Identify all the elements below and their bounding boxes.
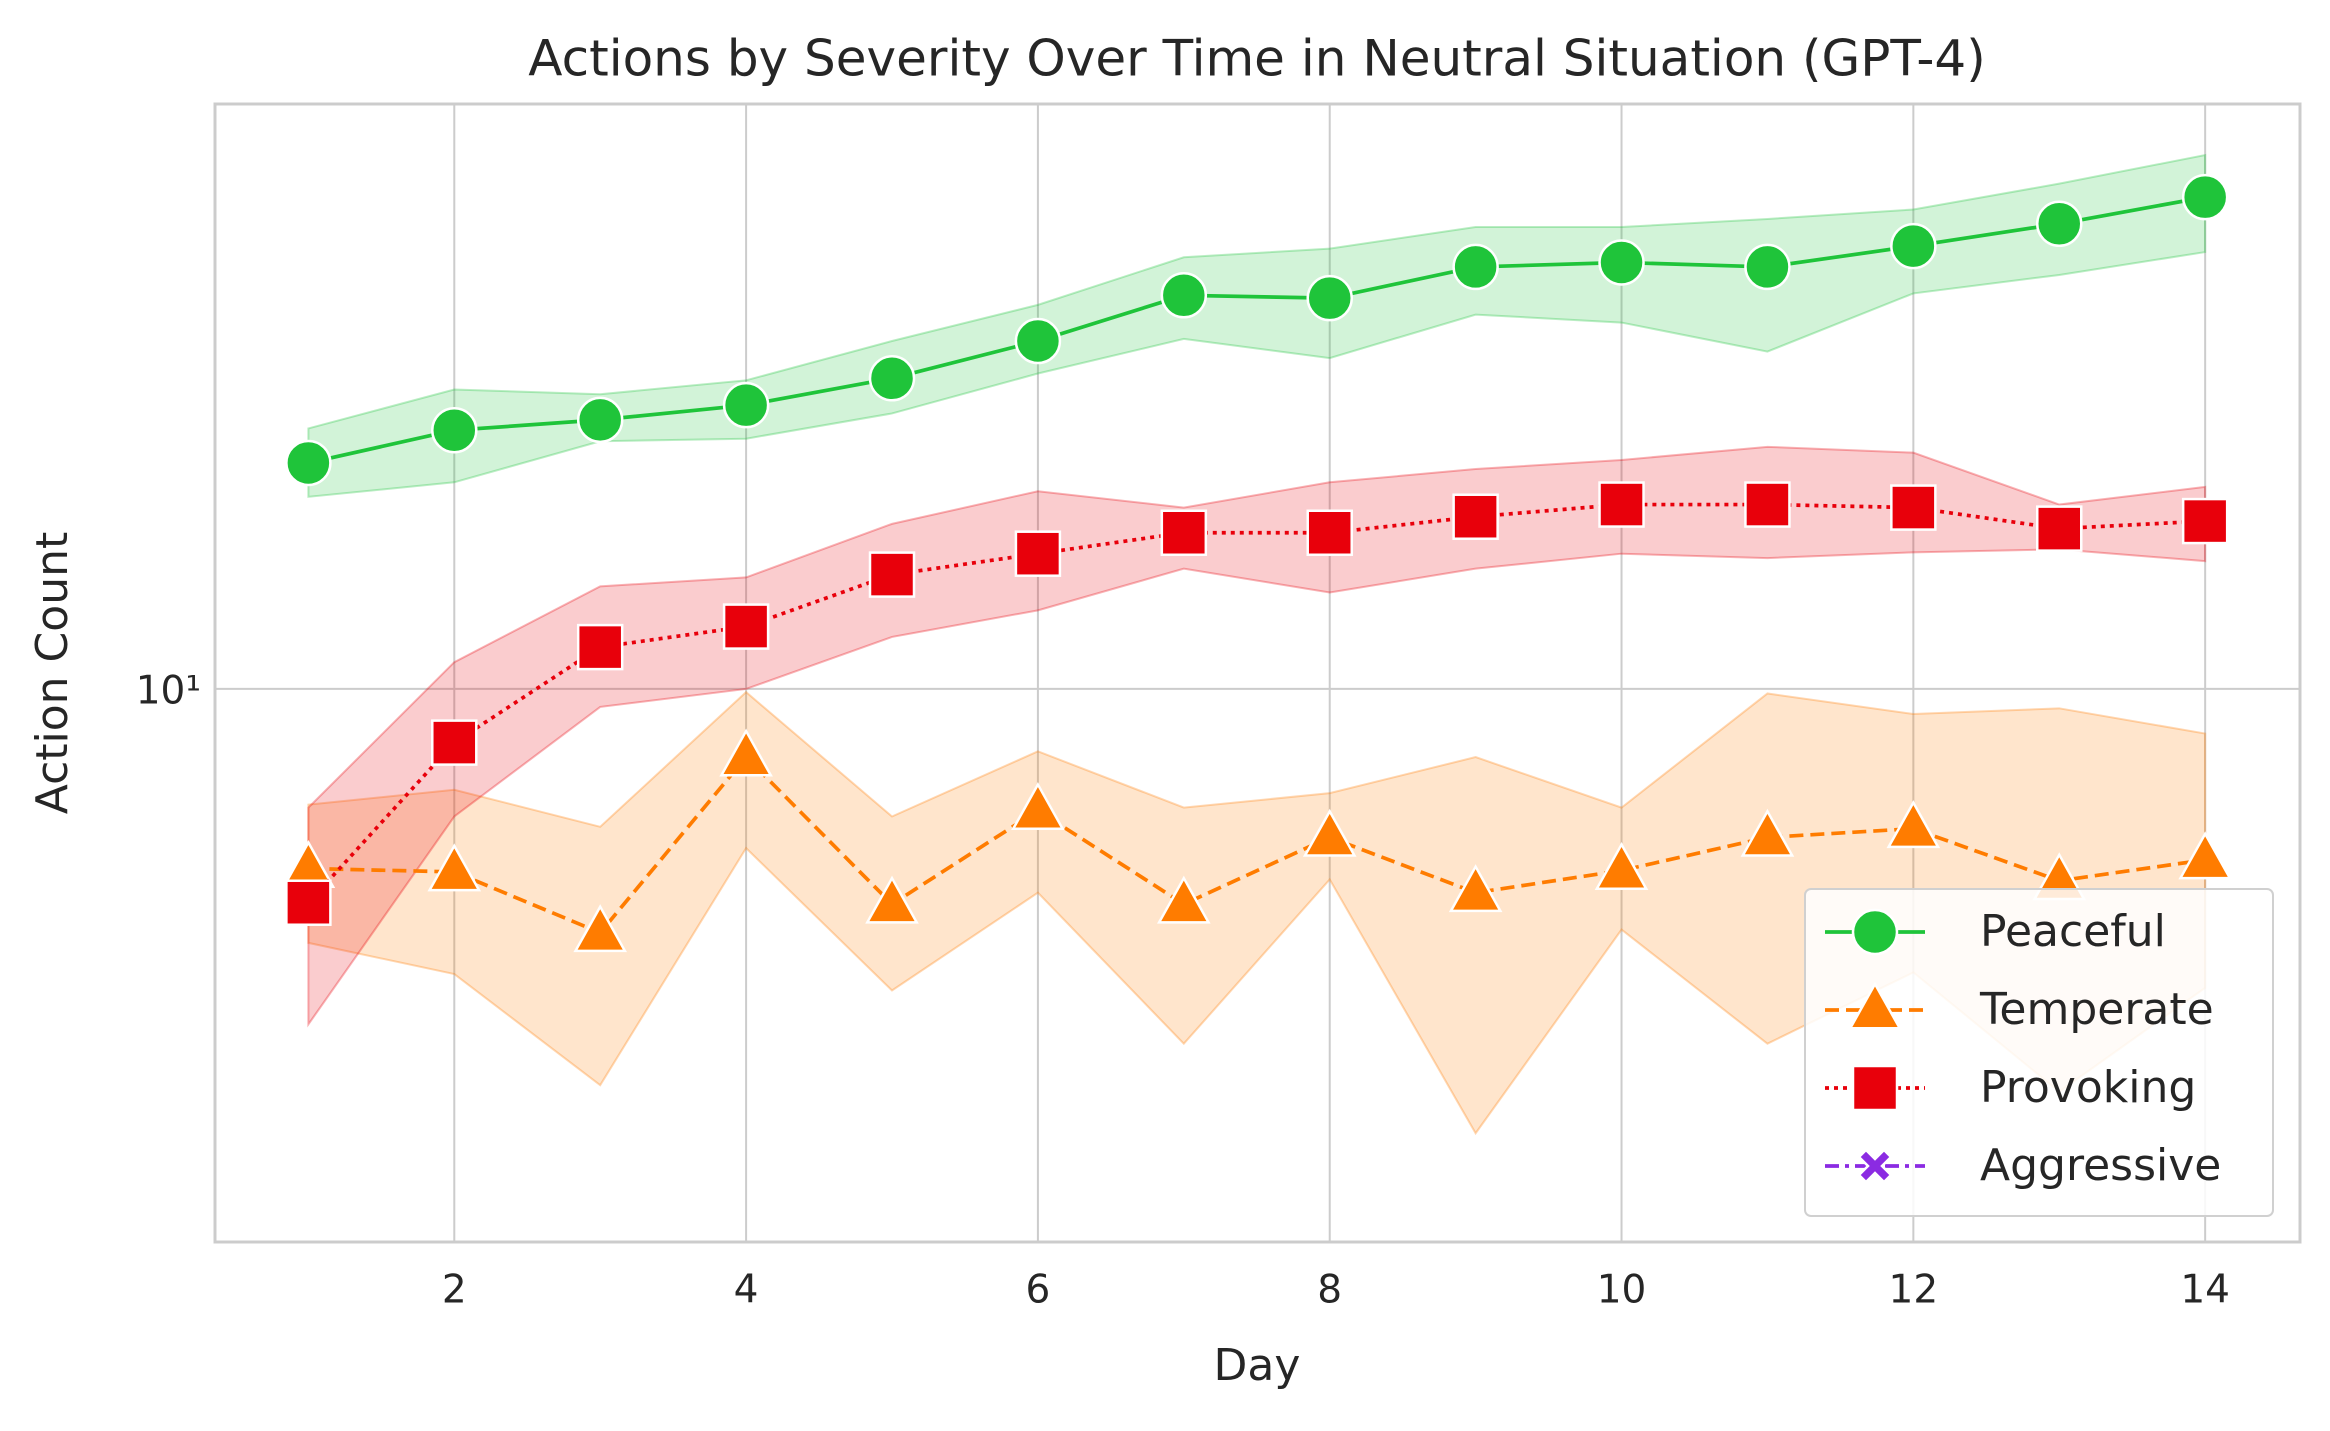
marker [1302,808,1357,857]
marker [868,355,916,402]
legend-label: Peaceful [1980,906,2166,957]
legend: Peaceful Temperate Provoking Aggressive [1804,888,2274,1217]
marker [573,904,628,953]
marker [1014,317,1062,365]
marker [431,719,478,766]
legend-label: Aggressive [1980,1140,2221,1191]
marker [1156,875,1211,924]
marker [1160,509,1208,556]
marker [1306,509,1353,556]
marker [2181,173,2229,221]
x-tick-label: 6 [1025,1268,1050,1313]
marker [1744,481,1791,528]
y-tick-label: 10¹ [136,668,201,713]
marker [2036,505,2083,552]
marker [868,551,916,598]
series-line [307,502,2206,904]
x-tick-label: 2 [442,1268,467,1313]
marker [1851,1064,1899,1112]
x-tick-label: 14 [2180,1268,2230,1313]
marker [1851,908,1899,956]
marker [1890,484,1937,531]
marker [1452,243,1499,291]
x-tick-label: 12 [1889,1268,1939,1313]
x-axis-label: Day [1214,1340,1301,1391]
marker [1890,222,1937,270]
confidence-band [307,153,2207,498]
marker [2178,831,2232,880]
confidence-band [307,445,2207,1028]
marker [1848,981,1902,1030]
x-tick-label: 8 [1317,1268,1342,1313]
marker [1744,243,1791,291]
marker [427,843,482,892]
marker [2036,200,2083,248]
series-line [308,754,2206,935]
marker [865,875,919,924]
marker [431,406,478,454]
marker [1014,530,1062,577]
legend-label: Temperate [1979,984,2214,1035]
y-axis-label: Action Count [27,532,78,814]
series-line [307,195,2206,465]
plot-frame [213,102,2302,1244]
marker [1011,781,1065,831]
marker [576,396,624,444]
marker [2181,497,2229,545]
marker [1740,808,1795,857]
marker [719,728,773,777]
legend-label: Provoking [1980,1062,2196,1113]
marker [576,623,624,671]
x-tick-label: 10 [1597,1268,1647,1313]
marker [1886,800,1941,849]
marker [1160,272,1208,319]
marker [1598,481,1645,528]
marker [722,603,770,650]
marker [1857,1148,1893,1184]
marker [1598,239,1645,286]
legend-box [1804,888,2274,1217]
marker [722,381,770,429]
marker [1594,841,1649,890]
x-tick-label: 4 [734,1268,759,1313]
marker [1448,864,1503,913]
marker [285,879,332,926]
chart-title: Actions by Severity Over Time in Neutral… [528,30,1985,88]
marker [285,439,332,487]
marker [1306,274,1353,322]
marker [1452,493,1499,540]
